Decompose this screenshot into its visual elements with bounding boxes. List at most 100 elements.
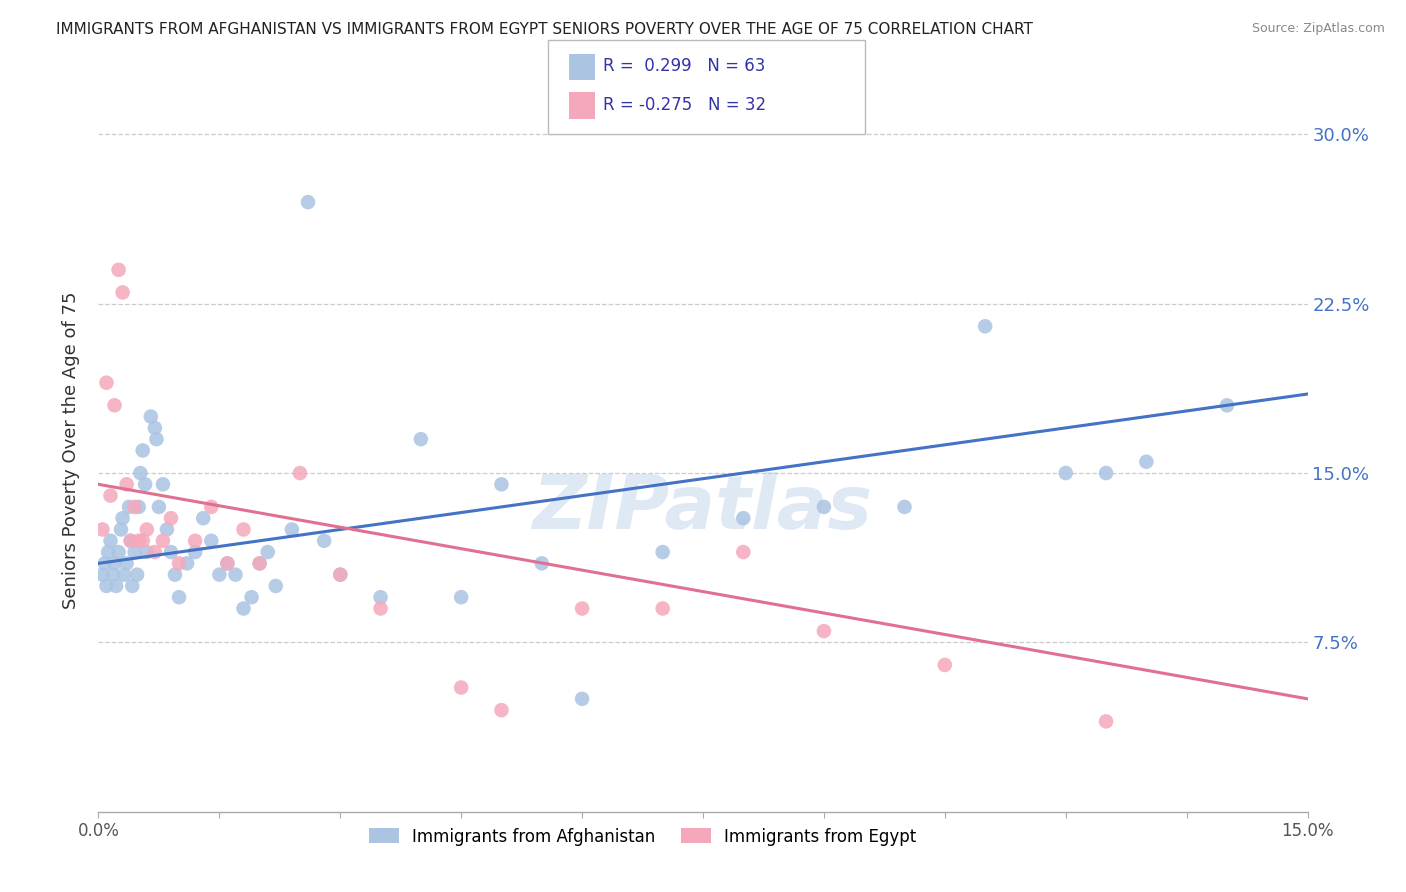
Point [491, 703, 513, 717]
Point [370, 601, 392, 615]
Point [160, 545, 183, 559]
Point [813, 624, 835, 639]
Point [152, 477, 174, 491]
Point [329, 567, 352, 582]
Point [94, 557, 117, 571]
Text: ZIPatlas: ZIPatlas [533, 472, 873, 545]
Point [193, 511, 215, 525]
Point [111, 285, 134, 300]
Point [249, 557, 271, 571]
Point [813, 500, 835, 514]
Point [297, 195, 319, 210]
Point [329, 567, 352, 582]
Point [91, 523, 114, 537]
Point [100, 533, 122, 548]
Point [107, 262, 129, 277]
Point [107, 545, 129, 559]
Point [139, 409, 162, 424]
Text: R = -0.275   N = 32: R = -0.275 N = 32 [603, 96, 766, 114]
Point [450, 591, 472, 605]
Point [96, 376, 118, 390]
Point [651, 545, 673, 559]
Point [224, 567, 246, 582]
Point [145, 432, 167, 446]
Point [232, 601, 254, 615]
Point [120, 533, 142, 548]
Point [208, 567, 231, 582]
Point [1216, 398, 1239, 412]
Point [232, 523, 254, 537]
Y-axis label: Seniors Poverty Over the Age of 75: Seniors Poverty Over the Age of 75 [62, 292, 80, 609]
Point [143, 421, 166, 435]
Point [156, 523, 179, 537]
Point [934, 657, 956, 672]
Point [115, 557, 138, 571]
Point [101, 567, 124, 582]
Point [163, 567, 186, 582]
Point [127, 567, 149, 582]
Point [314, 533, 336, 548]
Point [370, 591, 392, 605]
Point [409, 432, 432, 446]
Point [491, 477, 513, 491]
Point [134, 477, 156, 491]
Point [118, 500, 141, 514]
Point [135, 545, 157, 559]
Point [249, 557, 271, 571]
Point [571, 691, 593, 706]
Point [135, 523, 157, 537]
Text: R =  0.299   N = 63: R = 0.299 N = 63 [603, 57, 765, 75]
Point [176, 557, 198, 571]
Point [128, 533, 150, 548]
Point [120, 533, 142, 548]
Point [200, 500, 222, 514]
Point [105, 579, 128, 593]
Point [240, 591, 263, 605]
Point [111, 511, 134, 525]
Point [264, 579, 287, 593]
Point [97, 545, 120, 559]
Text: IMMIGRANTS FROM AFGHANISTAN VS IMMIGRANTS FROM EGYPT SENIORS POVERTY OVER THE AG: IMMIGRANTS FROM AFGHANISTAN VS IMMIGRANT… [56, 22, 1033, 37]
Point [217, 557, 239, 571]
Point [450, 681, 472, 695]
Point [184, 533, 207, 548]
Point [281, 523, 304, 537]
Point [733, 511, 755, 525]
Point [256, 545, 278, 559]
Point [893, 500, 915, 514]
Point [148, 500, 170, 514]
Point [96, 579, 118, 593]
Point [121, 579, 143, 593]
Point [1095, 714, 1118, 729]
Point [217, 557, 239, 571]
Point [132, 443, 155, 458]
Legend: Immigrants from Afghanistan, Immigrants from Egypt: Immigrants from Afghanistan, Immigrants … [360, 819, 925, 854]
Point [651, 601, 673, 615]
Point [530, 557, 553, 571]
Point [100, 489, 122, 503]
Point [103, 557, 125, 571]
Point [160, 511, 183, 525]
Point [124, 545, 146, 559]
Point [184, 545, 207, 559]
Point [200, 533, 222, 548]
Point [115, 477, 138, 491]
Point [974, 319, 997, 334]
Point [91, 567, 114, 582]
Point [132, 533, 155, 548]
Point [1054, 466, 1077, 480]
Point [733, 545, 755, 559]
Point [152, 533, 174, 548]
Point [103, 398, 125, 412]
Point [288, 466, 311, 480]
Text: Source: ZipAtlas.com: Source: ZipAtlas.com [1251, 22, 1385, 36]
Point [128, 500, 150, 514]
Point [167, 591, 190, 605]
Point [112, 567, 135, 582]
Point [143, 545, 166, 559]
Point [571, 601, 593, 615]
Point [167, 557, 190, 571]
Point [1095, 466, 1118, 480]
Point [110, 523, 132, 537]
Point [1135, 455, 1157, 469]
